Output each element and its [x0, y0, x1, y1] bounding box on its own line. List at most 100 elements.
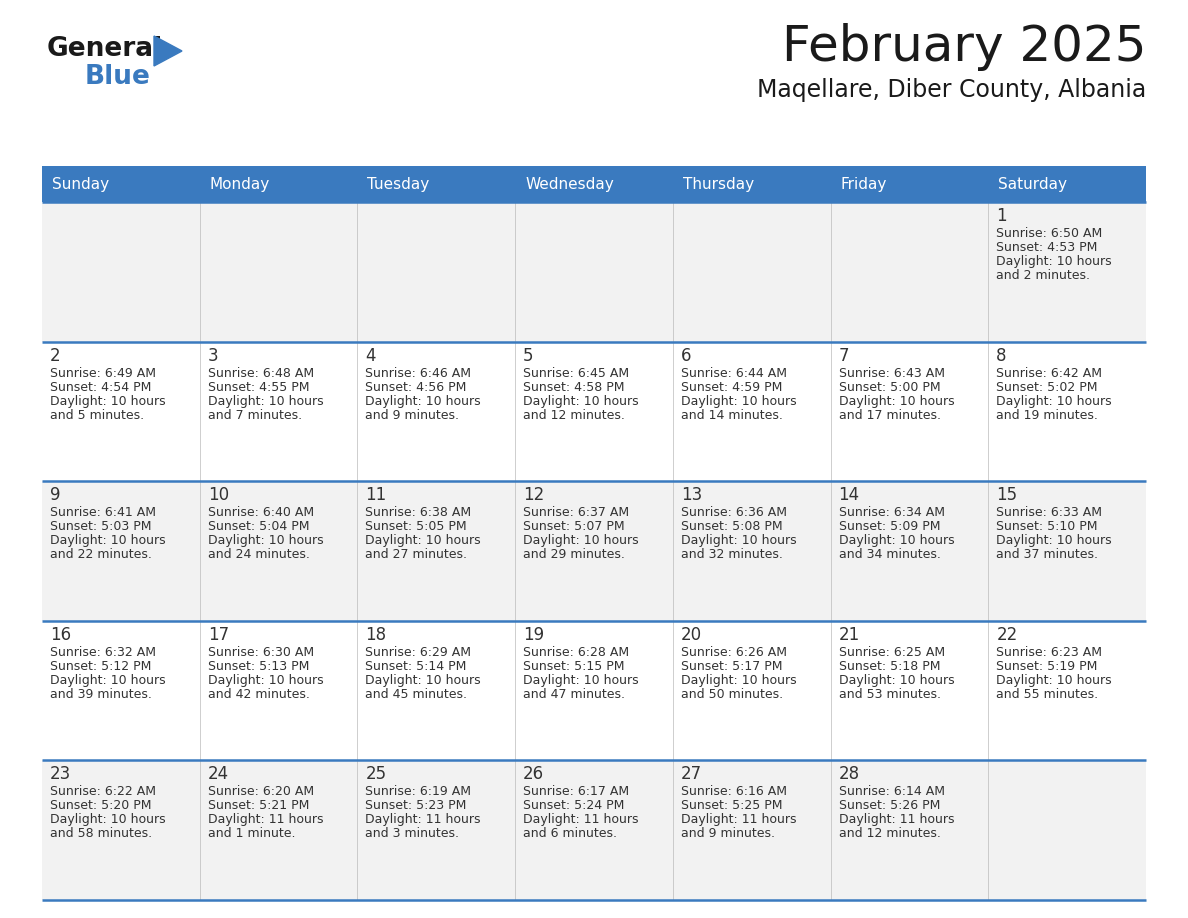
Text: Sunset: 5:14 PM: Sunset: 5:14 PM [366, 660, 467, 673]
Text: Saturday: Saturday [998, 176, 1067, 192]
Text: and 42 minutes.: and 42 minutes. [208, 688, 310, 700]
Text: Sunrise: 6:40 AM: Sunrise: 6:40 AM [208, 506, 314, 520]
Text: 7: 7 [839, 347, 849, 364]
Text: Tuesday: Tuesday [367, 176, 430, 192]
Text: Daylight: 10 hours: Daylight: 10 hours [50, 395, 165, 408]
Text: Sunrise: 6:45 AM: Sunrise: 6:45 AM [523, 366, 630, 380]
Text: and 47 minutes.: and 47 minutes. [523, 688, 625, 700]
Text: Sunset: 5:19 PM: Sunset: 5:19 PM [997, 660, 1098, 673]
Text: 3: 3 [208, 347, 219, 364]
Text: and 7 minutes.: and 7 minutes. [208, 409, 302, 421]
Text: 8: 8 [997, 347, 1006, 364]
Text: 14: 14 [839, 487, 860, 504]
Text: Sunset: 4:54 PM: Sunset: 4:54 PM [50, 381, 151, 394]
Text: 16: 16 [50, 626, 71, 644]
Text: 25: 25 [366, 766, 386, 783]
Text: Daylight: 10 hours: Daylight: 10 hours [208, 534, 323, 547]
Text: Sunset: 5:21 PM: Sunset: 5:21 PM [208, 800, 309, 812]
Text: Sunrise: 6:48 AM: Sunrise: 6:48 AM [208, 366, 314, 380]
Text: Sunset: 5:07 PM: Sunset: 5:07 PM [523, 521, 625, 533]
Text: Sunrise: 6:41 AM: Sunrise: 6:41 AM [50, 506, 156, 520]
Text: and 55 minutes.: and 55 minutes. [997, 688, 1099, 700]
Text: Sunrise: 6:17 AM: Sunrise: 6:17 AM [523, 786, 630, 799]
Text: and 22 minutes.: and 22 minutes. [50, 548, 152, 561]
Text: Daylight: 10 hours: Daylight: 10 hours [839, 395, 954, 408]
Text: and 17 minutes.: and 17 minutes. [839, 409, 941, 421]
Bar [42, 481, 1146, 621]
Text: 24: 24 [208, 766, 229, 783]
Text: 1: 1 [997, 207, 1007, 225]
Text: Daylight: 11 hours: Daylight: 11 hours [366, 813, 481, 826]
Text: February 2025: February 2025 [782, 23, 1146, 71]
Text: Sunrise: 6:20 AM: Sunrise: 6:20 AM [208, 786, 314, 799]
Text: Daylight: 11 hours: Daylight: 11 hours [523, 813, 639, 826]
Text: Friday: Friday [841, 176, 887, 192]
Text: 13: 13 [681, 487, 702, 504]
Text: Daylight: 11 hours: Daylight: 11 hours [208, 813, 323, 826]
Text: and 6 minutes.: and 6 minutes. [523, 827, 617, 840]
Bar [42, 341, 1146, 481]
Text: General: General [48, 36, 163, 62]
Text: and 3 minutes.: and 3 minutes. [366, 827, 460, 840]
Text: Sunrise: 6:22 AM: Sunrise: 6:22 AM [50, 786, 156, 799]
Text: Sunday: Sunday [52, 176, 109, 192]
Text: and 24 minutes.: and 24 minutes. [208, 548, 310, 561]
Text: 15: 15 [997, 487, 1017, 504]
Text: Sunset: 5:09 PM: Sunset: 5:09 PM [839, 521, 940, 533]
Text: Daylight: 10 hours: Daylight: 10 hours [50, 674, 165, 687]
Text: Sunset: 4:55 PM: Sunset: 4:55 PM [208, 381, 309, 394]
Text: Sunrise: 6:23 AM: Sunrise: 6:23 AM [997, 645, 1102, 659]
Text: Daylight: 10 hours: Daylight: 10 hours [997, 674, 1112, 687]
Text: Daylight: 10 hours: Daylight: 10 hours [681, 395, 796, 408]
Text: 6: 6 [681, 347, 691, 364]
Text: Sunrise: 6:29 AM: Sunrise: 6:29 AM [366, 645, 472, 659]
Text: 17: 17 [208, 626, 229, 644]
Text: Sunset: 5:15 PM: Sunset: 5:15 PM [523, 660, 625, 673]
Text: Daylight: 10 hours: Daylight: 10 hours [681, 674, 796, 687]
Text: and 45 minutes.: and 45 minutes. [366, 688, 467, 700]
Text: and 1 minute.: and 1 minute. [208, 827, 295, 840]
Text: Sunset: 4:53 PM: Sunset: 4:53 PM [997, 241, 1098, 254]
Bar [42, 621, 1146, 760]
Text: Daylight: 11 hours: Daylight: 11 hours [681, 813, 796, 826]
Text: Sunrise: 6:38 AM: Sunrise: 6:38 AM [366, 506, 472, 520]
Text: Daylight: 10 hours: Daylight: 10 hours [208, 674, 323, 687]
Text: Sunrise: 6:34 AM: Sunrise: 6:34 AM [839, 506, 944, 520]
Text: and 39 minutes.: and 39 minutes. [50, 688, 152, 700]
Text: 19: 19 [523, 626, 544, 644]
Text: Maqellare, Diber County, Albania: Maqellare, Diber County, Albania [757, 78, 1146, 102]
Text: Sunrise: 6:42 AM: Sunrise: 6:42 AM [997, 366, 1102, 380]
Text: Sunrise: 6:43 AM: Sunrise: 6:43 AM [839, 366, 944, 380]
Text: Thursday: Thursday [683, 176, 754, 192]
Text: Sunrise: 6:28 AM: Sunrise: 6:28 AM [523, 645, 630, 659]
Text: 11: 11 [366, 487, 386, 504]
Text: 22: 22 [997, 626, 1018, 644]
Text: Sunrise: 6:33 AM: Sunrise: 6:33 AM [997, 506, 1102, 520]
Text: Sunset: 5:03 PM: Sunset: 5:03 PM [50, 521, 152, 533]
Text: Daylight: 10 hours: Daylight: 10 hours [366, 395, 481, 408]
Text: 9: 9 [50, 487, 61, 504]
Text: Sunrise: 6:26 AM: Sunrise: 6:26 AM [681, 645, 786, 659]
Text: Sunrise: 6:14 AM: Sunrise: 6:14 AM [839, 786, 944, 799]
Text: Daylight: 10 hours: Daylight: 10 hours [523, 674, 639, 687]
Text: Daylight: 10 hours: Daylight: 10 hours [208, 395, 323, 408]
Text: 26: 26 [523, 766, 544, 783]
Text: 4: 4 [366, 347, 375, 364]
Text: Daylight: 10 hours: Daylight: 10 hours [839, 674, 954, 687]
Text: Sunrise: 6:19 AM: Sunrise: 6:19 AM [366, 786, 472, 799]
Text: Sunset: 5:26 PM: Sunset: 5:26 PM [839, 800, 940, 812]
Text: Sunset: 5:24 PM: Sunset: 5:24 PM [523, 800, 625, 812]
Text: 23: 23 [50, 766, 71, 783]
Text: and 34 minutes.: and 34 minutes. [839, 548, 941, 561]
Text: and 14 minutes.: and 14 minutes. [681, 409, 783, 421]
Text: 28: 28 [839, 766, 860, 783]
Text: Sunset: 5:20 PM: Sunset: 5:20 PM [50, 800, 152, 812]
Text: Daylight: 10 hours: Daylight: 10 hours [366, 534, 481, 547]
Text: Sunrise: 6:32 AM: Sunrise: 6:32 AM [50, 645, 156, 659]
Text: Sunset: 5:05 PM: Sunset: 5:05 PM [366, 521, 467, 533]
Text: Daylight: 10 hours: Daylight: 10 hours [523, 534, 639, 547]
Text: Sunrise: 6:49 AM: Sunrise: 6:49 AM [50, 366, 156, 380]
Text: and 58 minutes.: and 58 minutes. [50, 827, 152, 840]
Text: 2: 2 [50, 347, 61, 364]
Text: 27: 27 [681, 766, 702, 783]
